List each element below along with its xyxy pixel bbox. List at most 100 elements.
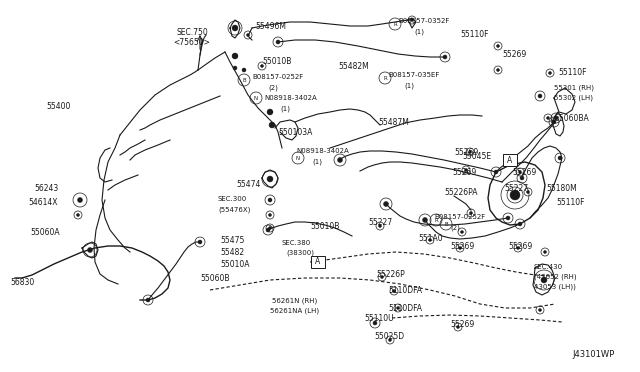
Text: 54614X: 54614X bbox=[28, 198, 58, 207]
Text: (55476X): (55476X) bbox=[218, 206, 250, 212]
Text: 55110F: 55110F bbox=[460, 30, 488, 39]
Circle shape bbox=[548, 71, 552, 74]
Text: 55110F: 55110F bbox=[558, 68, 586, 77]
Circle shape bbox=[77, 214, 79, 217]
Text: 55301 (RH): 55301 (RH) bbox=[554, 84, 594, 90]
Circle shape bbox=[510, 190, 520, 200]
Circle shape bbox=[373, 321, 377, 325]
Circle shape bbox=[260, 64, 264, 67]
Circle shape bbox=[512, 192, 518, 198]
Text: 55302 (LH): 55302 (LH) bbox=[554, 94, 593, 100]
Circle shape bbox=[269, 122, 275, 128]
Text: 55482: 55482 bbox=[220, 248, 244, 257]
Circle shape bbox=[269, 227, 271, 230]
Text: 55269: 55269 bbox=[512, 168, 536, 177]
FancyBboxPatch shape bbox=[503, 154, 517, 166]
Text: 55227: 55227 bbox=[504, 184, 528, 193]
Text: B08157-0252F: B08157-0252F bbox=[434, 214, 485, 220]
Text: N: N bbox=[296, 155, 300, 160]
Text: 55226PA: 55226PA bbox=[444, 188, 477, 197]
Text: 55269: 55269 bbox=[450, 242, 474, 251]
Circle shape bbox=[337, 157, 342, 163]
Text: (1): (1) bbox=[414, 28, 424, 35]
Text: 55269: 55269 bbox=[452, 168, 476, 177]
Circle shape bbox=[77, 198, 83, 202]
Text: 55269: 55269 bbox=[508, 242, 532, 251]
Circle shape bbox=[538, 308, 541, 311]
Text: R: R bbox=[393, 22, 397, 26]
Text: A: A bbox=[508, 155, 513, 164]
Circle shape bbox=[458, 247, 461, 250]
Circle shape bbox=[506, 216, 510, 220]
Circle shape bbox=[541, 277, 547, 283]
Text: 55010B: 55010B bbox=[310, 222, 339, 231]
Circle shape bbox=[470, 212, 472, 215]
Text: 55010B: 55010B bbox=[262, 57, 291, 66]
Text: 55400: 55400 bbox=[46, 102, 70, 111]
Text: (38300): (38300) bbox=[286, 250, 314, 257]
Circle shape bbox=[497, 68, 499, 71]
Text: B08157-035EF: B08157-035EF bbox=[388, 72, 440, 78]
Circle shape bbox=[232, 25, 238, 31]
Text: R: R bbox=[383, 76, 387, 80]
Text: R: R bbox=[434, 218, 438, 222]
Circle shape bbox=[538, 94, 542, 98]
Circle shape bbox=[465, 169, 467, 171]
Text: 43053 (LH)): 43053 (LH)) bbox=[534, 284, 576, 291]
Text: 55060B: 55060B bbox=[200, 274, 230, 283]
Text: N08918-3402A: N08918-3402A bbox=[264, 95, 317, 101]
FancyBboxPatch shape bbox=[311, 256, 325, 268]
Text: 55180M: 55180M bbox=[546, 184, 577, 193]
Text: 55269: 55269 bbox=[450, 320, 474, 329]
Text: 56830: 56830 bbox=[10, 278, 35, 287]
Text: 55110F: 55110F bbox=[556, 198, 584, 207]
Circle shape bbox=[516, 247, 520, 250]
Circle shape bbox=[381, 276, 383, 279]
Text: SEC.430: SEC.430 bbox=[534, 264, 563, 270]
Text: (2): (2) bbox=[268, 84, 278, 90]
Circle shape bbox=[146, 298, 150, 302]
Text: 55487M: 55487M bbox=[378, 118, 409, 127]
Circle shape bbox=[543, 250, 547, 253]
Circle shape bbox=[554, 116, 558, 120]
Circle shape bbox=[267, 176, 273, 182]
Text: 55482M: 55482M bbox=[338, 62, 369, 71]
Circle shape bbox=[456, 326, 460, 328]
Circle shape bbox=[397, 307, 399, 310]
Circle shape bbox=[518, 222, 522, 226]
Text: A: A bbox=[316, 257, 321, 266]
Text: 55227: 55227 bbox=[368, 218, 392, 227]
Text: B: B bbox=[242, 77, 246, 83]
Circle shape bbox=[392, 289, 396, 292]
Circle shape bbox=[242, 68, 246, 72]
Circle shape bbox=[267, 109, 273, 115]
Text: 55226P: 55226P bbox=[376, 270, 404, 279]
Text: B08157-0352F: B08157-0352F bbox=[398, 18, 449, 24]
Circle shape bbox=[468, 151, 472, 154]
Text: 55025D: 55025D bbox=[374, 332, 404, 341]
Text: 56261N (RH): 56261N (RH) bbox=[272, 298, 317, 305]
Text: SEC.750: SEC.750 bbox=[176, 28, 208, 37]
Circle shape bbox=[552, 120, 556, 124]
Circle shape bbox=[527, 190, 529, 193]
Circle shape bbox=[520, 176, 524, 180]
Text: 5110DFA: 5110DFA bbox=[388, 304, 422, 313]
Text: (43052 (RH): (43052 (RH) bbox=[534, 274, 577, 280]
Circle shape bbox=[547, 116, 550, 119]
Text: 55110U: 55110U bbox=[364, 314, 394, 323]
Circle shape bbox=[422, 218, 428, 222]
Text: 550103A: 550103A bbox=[278, 128, 312, 137]
Text: 55474: 55474 bbox=[236, 180, 260, 189]
Circle shape bbox=[269, 214, 271, 217]
Text: B08157-0252F: B08157-0252F bbox=[252, 74, 303, 80]
Text: SEC.300: SEC.300 bbox=[218, 196, 247, 202]
Text: 56243: 56243 bbox=[34, 184, 58, 193]
Circle shape bbox=[88, 247, 93, 253]
Circle shape bbox=[198, 240, 202, 244]
Text: (2): (2) bbox=[450, 224, 460, 231]
Circle shape bbox=[233, 66, 237, 70]
Text: (1): (1) bbox=[280, 105, 290, 112]
Circle shape bbox=[276, 40, 280, 44]
Text: (1): (1) bbox=[312, 158, 322, 164]
Circle shape bbox=[232, 53, 238, 59]
